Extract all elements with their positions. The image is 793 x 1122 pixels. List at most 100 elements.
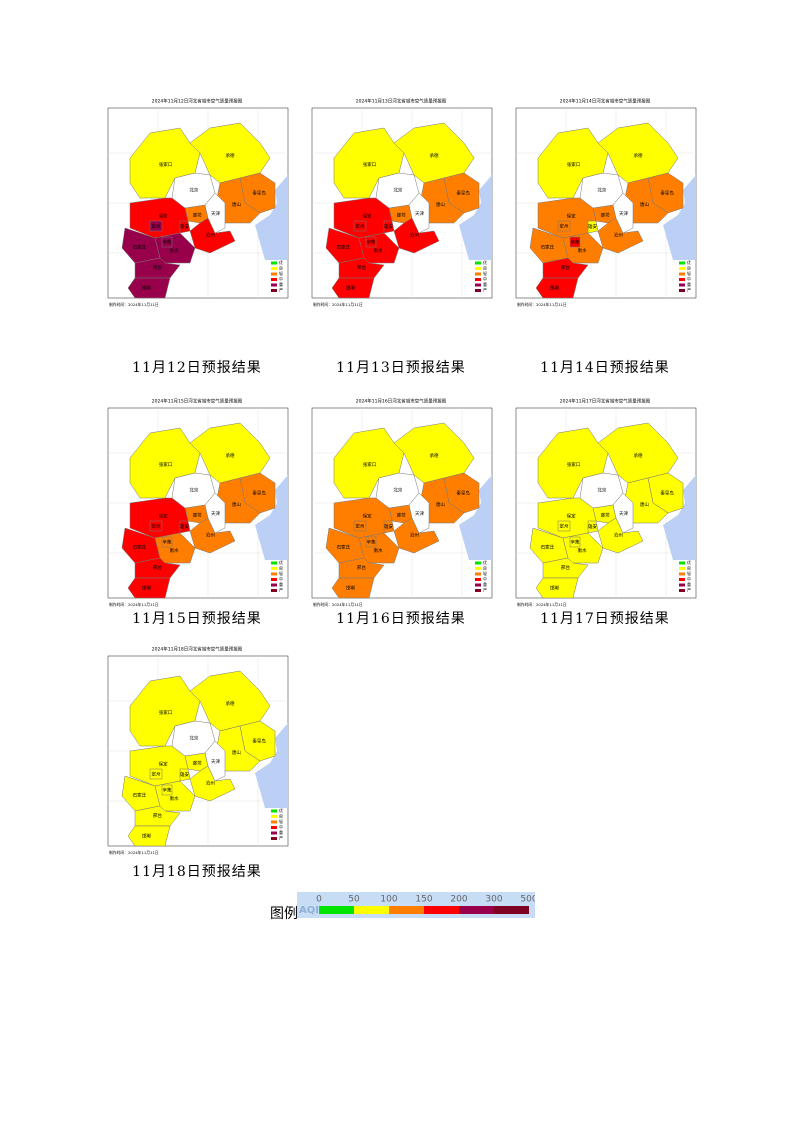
city-label: 沧州 <box>206 531 215 538</box>
city-region <box>353 220 367 232</box>
city-label: 石家庄 <box>133 792 147 799</box>
city-label: 石家庄 <box>541 544 555 551</box>
city-label: 邯郸 <box>550 285 559 292</box>
city-label: 唐山 <box>232 501 241 508</box>
city-label: 沧州 <box>410 531 419 538</box>
map-caption: 11月15日预报结果 <box>132 611 262 627</box>
legend-item: 严 <box>687 588 691 593</box>
legend-item: 严 <box>279 836 283 841</box>
city-label: 唐山 <box>640 501 649 508</box>
city-label: 邢台 <box>357 564 366 571</box>
legend-item: 重 <box>279 281 283 287</box>
city-label: 保定 <box>159 212 168 219</box>
legend-item: 良 <box>483 565 487 571</box>
aqi-segment <box>354 906 389 914</box>
city-region <box>204 192 226 234</box>
city-label: 唐山 <box>436 501 445 508</box>
legend-item: 中 <box>279 276 283 282</box>
sea <box>663 475 696 560</box>
legend-item: 重 <box>279 829 283 835</box>
legend-swatch <box>475 289 481 292</box>
city-label: 邢台 <box>561 564 570 571</box>
legend-item: 中 <box>279 576 283 582</box>
legend-item: 中 <box>483 276 487 282</box>
city-label: 雄安 <box>384 223 393 230</box>
legend-item: 重 <box>687 581 691 587</box>
city-region <box>161 784 173 796</box>
legend-swatch <box>679 589 685 592</box>
city-label: 保定 <box>567 212 576 219</box>
legend-item: 优 <box>483 559 487 565</box>
city-region <box>204 492 226 534</box>
city-label: 邢台 <box>153 564 162 571</box>
city-label: 保定 <box>363 212 372 219</box>
aqi-tick-label: 100 <box>380 895 397 905</box>
city-region <box>535 277 579 299</box>
city-label: 辛集 <box>367 539 376 546</box>
city-label: 北京 <box>189 187 198 194</box>
legend-item: 良 <box>483 265 487 271</box>
legend-swatch <box>475 578 481 581</box>
legend-item: 轻 <box>279 570 283 576</box>
city-label: 定州 <box>356 523 365 530</box>
legend-swatch <box>271 567 277 570</box>
city-label: 张家口 <box>567 161 581 168</box>
city-label: 承德 <box>634 152 643 159</box>
map-title: 2024年11月15日河北省城市空气质量预报图 <box>152 398 243 405</box>
legend-item: 严 <box>483 588 487 593</box>
sea <box>255 475 288 560</box>
city-region <box>365 236 377 248</box>
legend-swatch <box>475 272 481 276</box>
city-label: 秦皇岛 <box>252 738 266 745</box>
legend-item: 严 <box>483 288 487 293</box>
city-label: 天津 <box>619 510 628 517</box>
legend-item: 中 <box>687 576 691 582</box>
city-label: 邯郸 <box>142 285 151 292</box>
aqi-tick-label: 500 <box>520 895 535 905</box>
legend-swatch <box>679 583 685 587</box>
city-label: 邢台 <box>153 812 162 819</box>
legend-item: 良 <box>687 265 691 271</box>
legend-swatch <box>475 283 481 287</box>
city-region <box>149 768 163 780</box>
city-label: 邢台 <box>357 264 366 271</box>
map-title: 2024年11月14日河北省城市空气质量预报图 <box>560 98 651 105</box>
city-region <box>161 536 173 548</box>
city-region <box>408 192 430 234</box>
legend-swatch <box>271 583 277 587</box>
legend-item: 严 <box>279 288 283 293</box>
city-label: 承德 <box>430 152 439 159</box>
map-footer: 制作时间：2024年11月11日 <box>109 850 159 855</box>
city-label: 辛集 <box>163 539 172 546</box>
legend-swatch <box>271 561 277 565</box>
city-label: 辛集 <box>163 239 172 246</box>
legend-swatch <box>271 820 277 824</box>
city-label: 秦皇岛 <box>660 190 674 197</box>
city-region <box>612 192 634 234</box>
legend-item: 轻 <box>687 570 691 576</box>
map-footer: 制作时间：2024年11月11日 <box>517 302 567 307</box>
legend-swatch <box>271 578 277 581</box>
city-label: 北京 <box>189 735 198 742</box>
map-title: 2024年11月17日河北省城市空气质量预报图 <box>560 398 651 405</box>
legend-item: 良 <box>687 565 691 571</box>
legend-item: 严 <box>687 288 691 293</box>
city-label: 保定 <box>567 512 576 519</box>
city-label: 邢台 <box>153 264 162 271</box>
legend-swatch <box>679 272 685 276</box>
city-region <box>365 536 377 548</box>
city-label: 天津 <box>211 510 220 517</box>
sea <box>459 475 492 560</box>
legend-swatch <box>475 261 481 265</box>
city-label: 张家口 <box>567 461 581 468</box>
map-footer: 制作时间：2024年11月11日 <box>109 302 159 307</box>
legend-item: 轻 <box>483 570 487 576</box>
legend-swatch <box>679 261 685 265</box>
city-label: 保定 <box>159 760 168 767</box>
legend-item: 优 <box>279 259 283 265</box>
city-label: 承德 <box>226 700 235 707</box>
city-label: 雄安 <box>180 523 189 530</box>
